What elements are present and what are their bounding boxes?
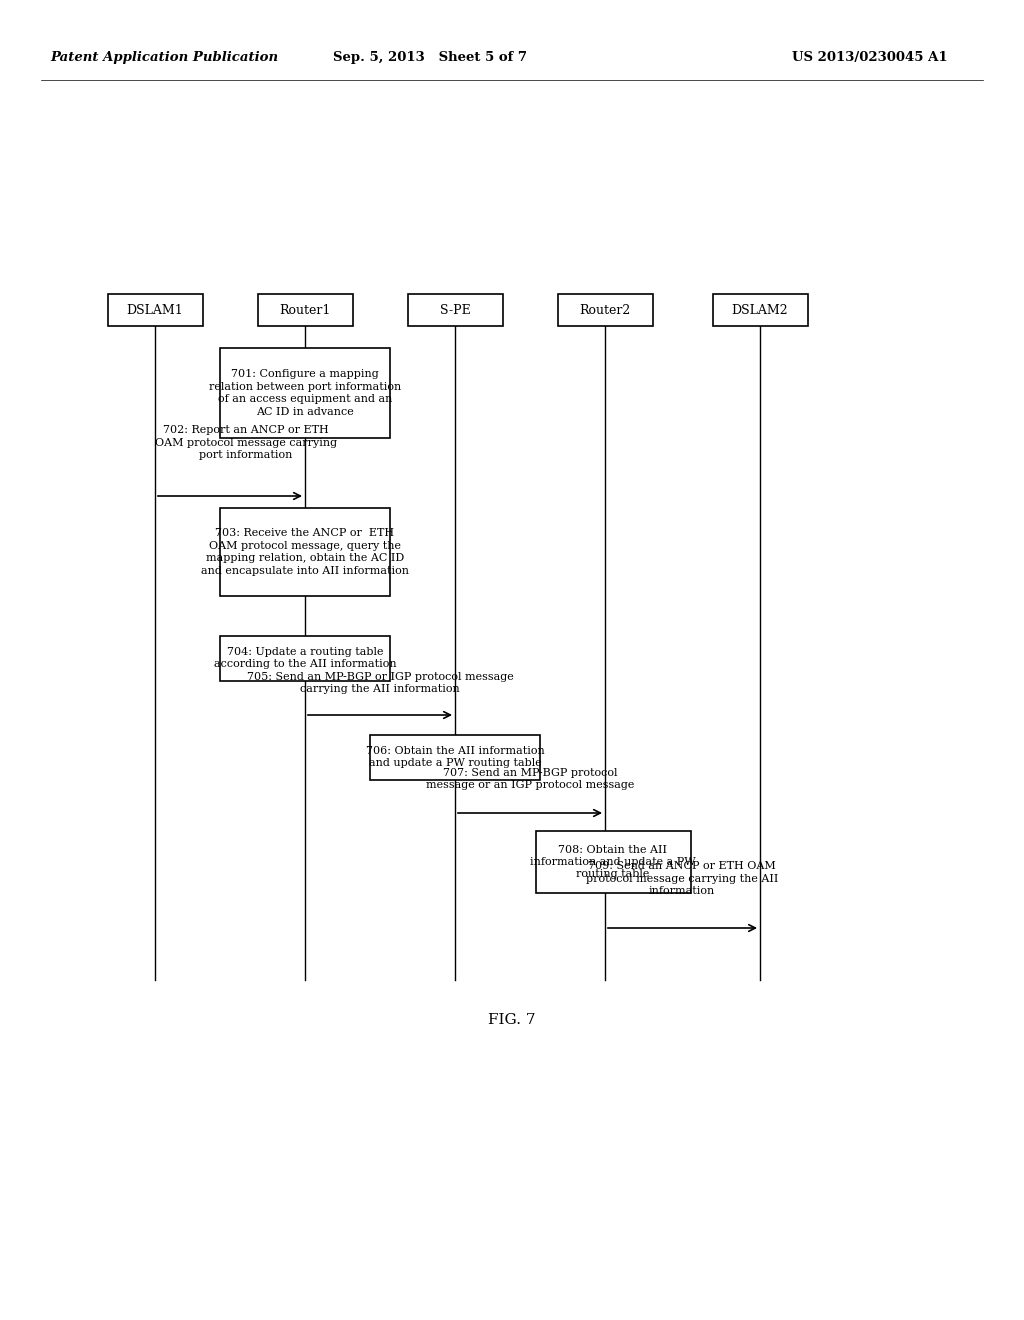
Bar	[257, 294, 352, 326]
Text: S-PE: S-PE	[439, 304, 470, 317]
Text: 704: Update a routing table
according to the AII information: 704: Update a routing table according to…	[214, 647, 396, 669]
Text: 705: Send an MP-BGP or IGP protocol message
carrying the AII information: 705: Send an MP-BGP or IGP protocol mess…	[247, 672, 513, 694]
Bar	[220, 348, 390, 438]
Bar	[713, 294, 808, 326]
Text: FIG. 7: FIG. 7	[488, 1012, 536, 1027]
Text: 703: Receive the ANCP or  ETH
OAM protocol message, query the
mapping relation, : 703: Receive the ANCP or ETH OAM protoco…	[201, 528, 409, 576]
Text: 702: Report an ANCP or ETH
OAM protocol message carrying
port information: 702: Report an ANCP or ETH OAM protocol …	[155, 425, 337, 459]
Text: 709: Send an ANCP or ETH OAM
protocol message carrying the AII
information: 709: Send an ANCP or ETH OAM protocol me…	[586, 861, 778, 896]
Text: DSLAM1: DSLAM1	[127, 304, 183, 317]
Text: US 2013/0230045 A1: US 2013/0230045 A1	[793, 51, 948, 65]
Text: Sep. 5, 2013   Sheet 5 of 7: Sep. 5, 2013 Sheet 5 of 7	[333, 51, 527, 65]
Text: DSLAM2: DSLAM2	[732, 304, 788, 317]
Bar	[408, 294, 503, 326]
Bar	[220, 508, 390, 597]
Bar	[536, 832, 690, 894]
Bar	[220, 635, 390, 681]
Text: Router2: Router2	[580, 304, 631, 317]
Text: 706: Obtain the AII information
and update a PW routing table: 706: Obtain the AII information and upda…	[366, 746, 545, 768]
Text: 701: Configure a mapping
relation between port information
of an access equipmen: 701: Configure a mapping relation betwee…	[209, 370, 401, 417]
Text: 708: Obtain the AII
information and update a PW
routing table: 708: Obtain the AII information and upda…	[530, 845, 696, 879]
Bar	[557, 294, 652, 326]
Bar	[370, 734, 540, 780]
Bar	[108, 294, 203, 326]
Text: Router1: Router1	[280, 304, 331, 317]
Text: Patent Application Publication: Patent Application Publication	[50, 51, 279, 65]
Text: 707: Send an MP-BGP protocol
message or an IGP protocol message: 707: Send an MP-BGP protocol message or …	[426, 768, 634, 789]
